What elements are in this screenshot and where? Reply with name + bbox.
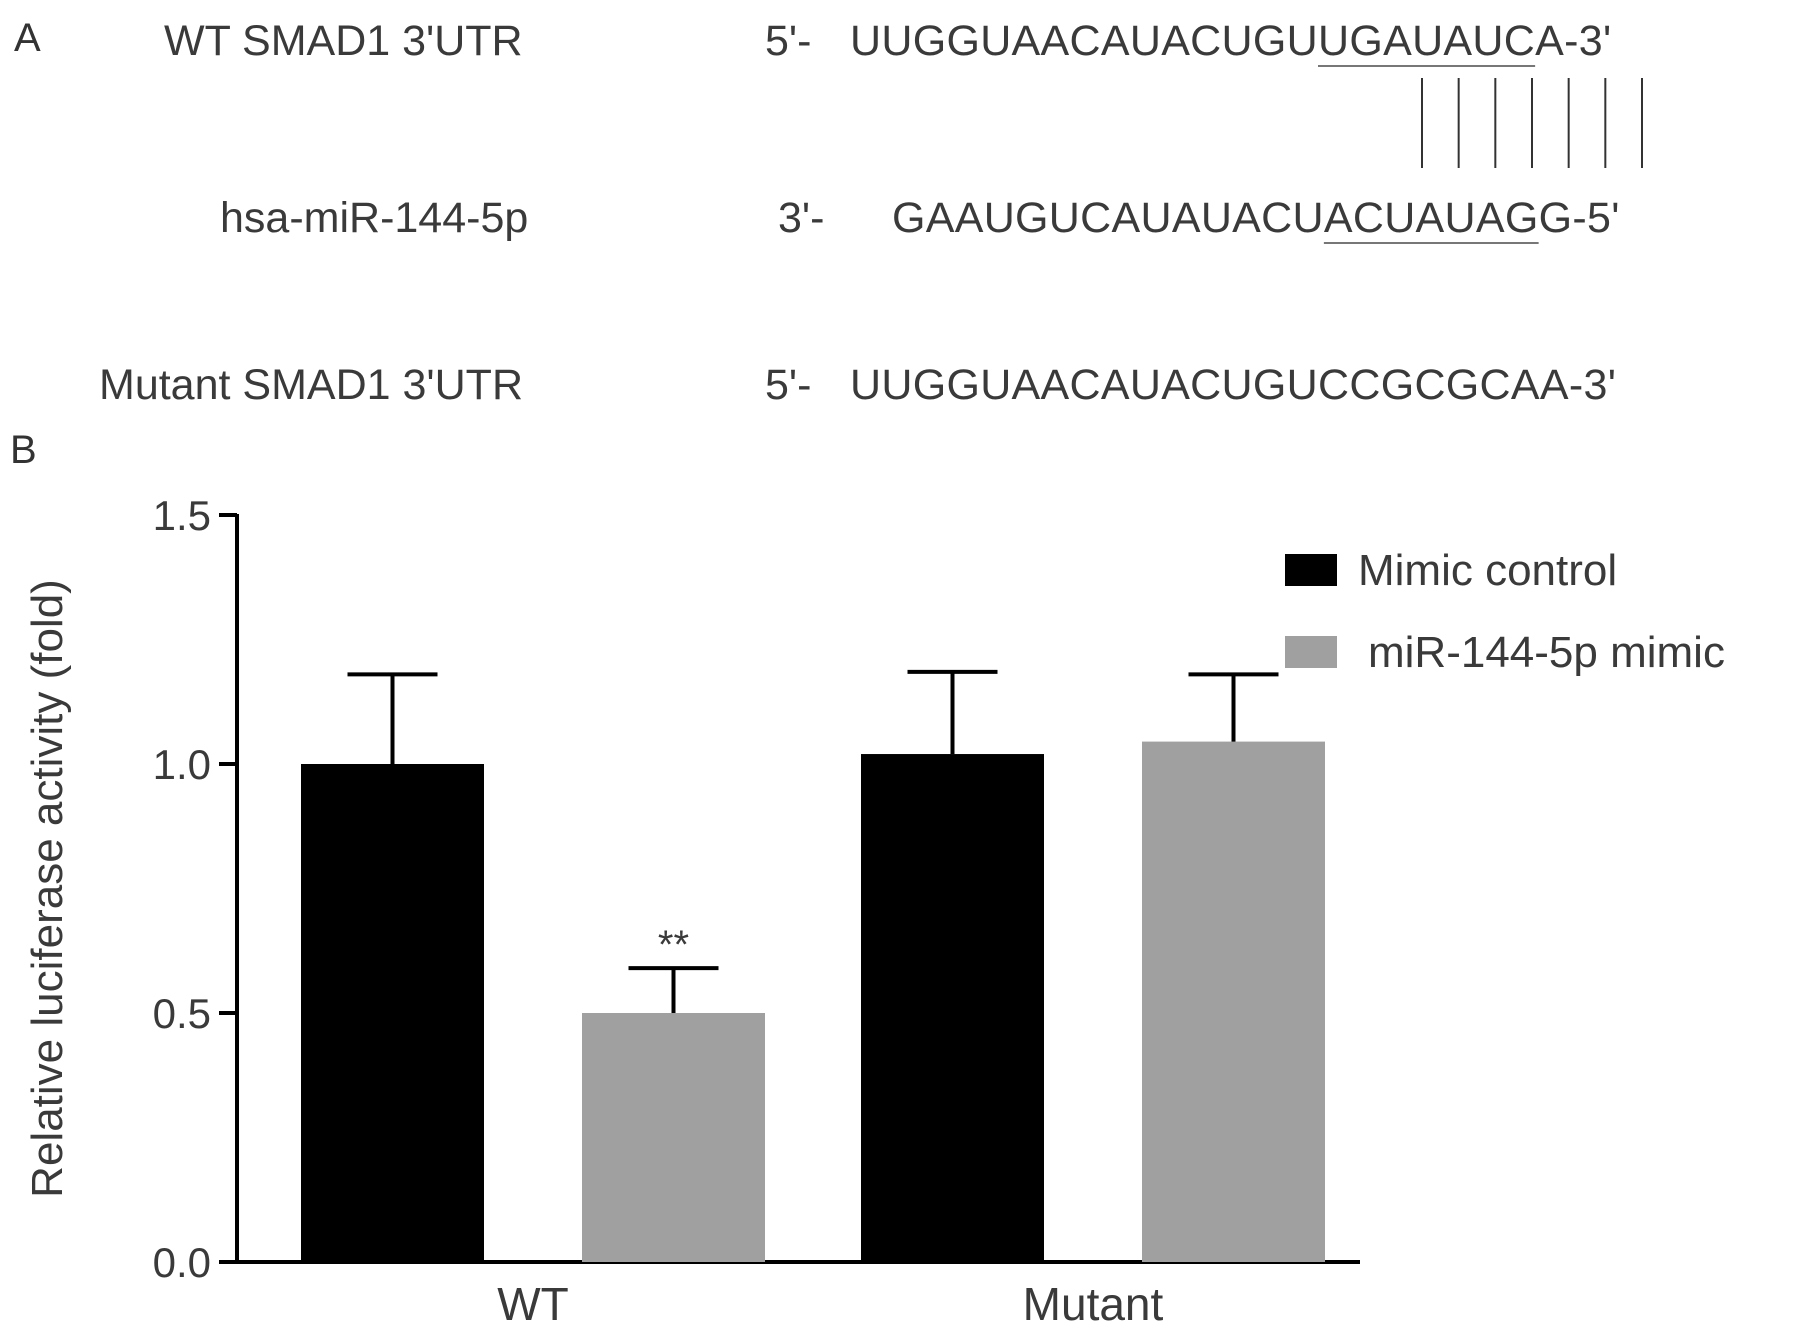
- wt-sequence-pre: UUGGUAACAUACUGU: [850, 17, 1318, 65]
- mutant-sequence-name: Mutant SMAD1 3'UTR: [99, 361, 523, 409]
- mir-sequence-prefix: 3'-: [778, 194, 825, 242]
- mir-sequence: GAAUGUCAUAUACUACUAUAGG-5': [892, 197, 1620, 240]
- panel-b-label: B: [10, 428, 37, 472]
- y-axis-label: Relative luciferase activity (fold): [23, 579, 72, 1198]
- wt-sequence-prefix: 5'-: [765, 17, 812, 65]
- significance-label: **: [658, 923, 689, 967]
- panel-a-label: A: [14, 16, 41, 60]
- bar: [582, 1013, 765, 1262]
- wt-sequence: UUGGUAACAUACUGUUGAUAUCA-3': [850, 20, 1611, 63]
- legend-swatch: [1285, 636, 1337, 668]
- mutant-sequence-prefix: 5'-: [765, 361, 812, 409]
- mir-sequence-name: hsa-miR-144-5p: [220, 194, 529, 242]
- legend-label: miR-144-5p mimic: [1368, 628, 1725, 677]
- bar: [861, 754, 1044, 1262]
- y-tick-label: 0.0: [153, 1239, 211, 1286]
- base-pairing-lines: [1421, 78, 1643, 168]
- mir-sequence-post: G-5': [1538, 194, 1620, 242]
- legend-label: Mimic control: [1358, 546, 1617, 595]
- bar: [1142, 741, 1325, 1262]
- mutant-sequence: UUGGUAACAUACUGUCCGCGCAA-3': [850, 361, 1617, 409]
- legend-swatch: [1285, 554, 1337, 586]
- y-tick-label: 1.0: [153, 741, 211, 788]
- y-tick-label: 0.5: [153, 990, 211, 1037]
- y-tick-label: 1.5: [153, 492, 211, 539]
- wt-sequence-name: WT SMAD1 3'UTR: [164, 17, 523, 65]
- mir-sequence-pre: GAAUGUCAUAUACU: [892, 194, 1324, 242]
- bar: [301, 764, 484, 1262]
- wt-seed-site: UGAUAUC: [1318, 17, 1536, 65]
- wt-sequence-post: A-3': [1535, 17, 1612, 65]
- x-tick-label: Mutant: [1023, 1278, 1164, 1329]
- x-tick-label: WT: [497, 1278, 569, 1329]
- mir-seed-site: ACUAUAG: [1323, 194, 1539, 242]
